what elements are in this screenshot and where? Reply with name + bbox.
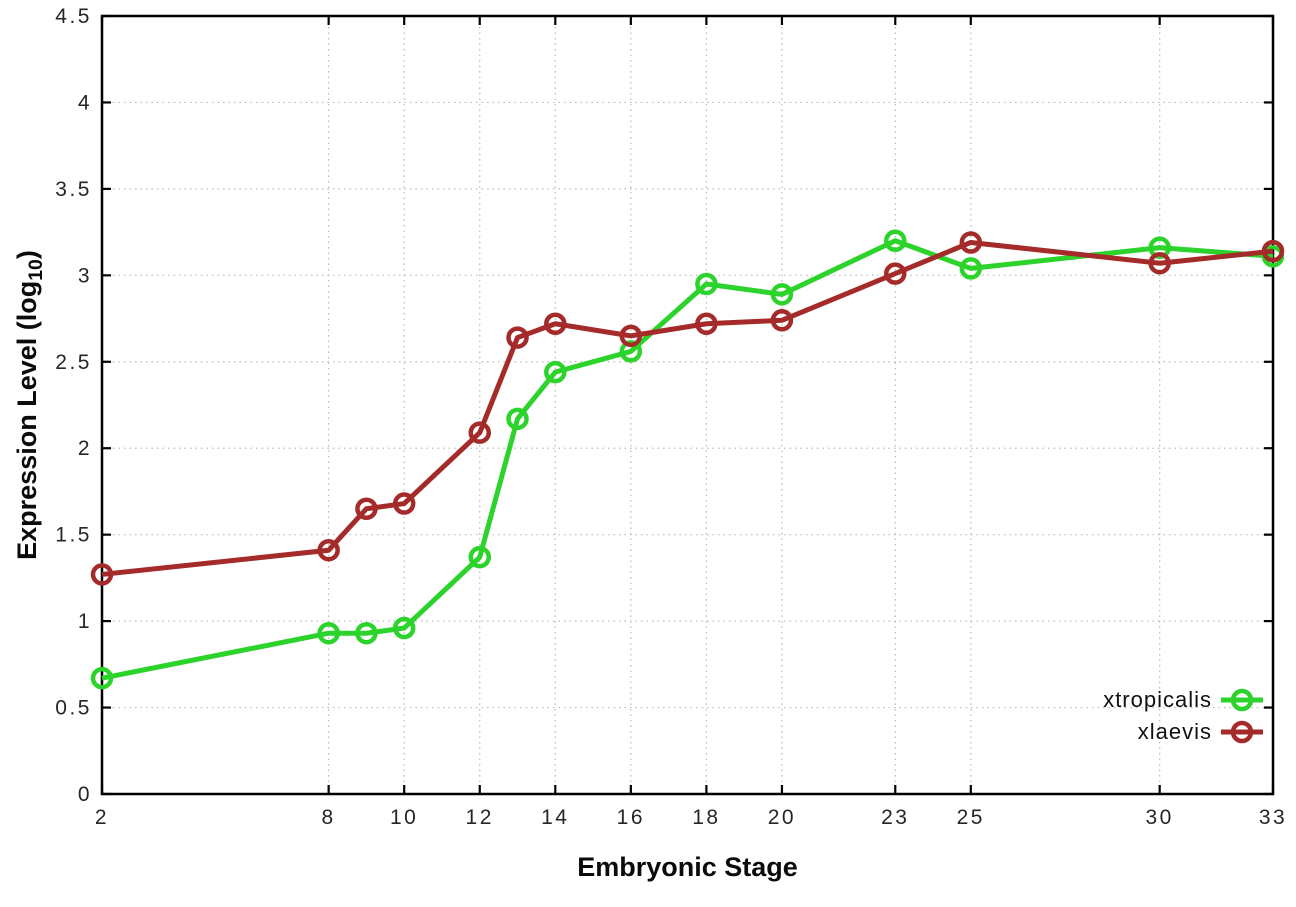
legend: xtropicalis xlaevis [1103,687,1263,744]
data-point-xtropicalis-stage-14 [544,360,567,384]
y-tick-label: 4.5 [55,5,92,28]
x-tick-label: 30 [1145,806,1173,829]
x-tick-label: 23 [881,806,909,829]
data-point-xtropicalis-stage-12 [468,545,491,569]
data-point-xtropicalis-stage-13 [506,407,529,431]
data-point-xlaevis-stage-12 [468,421,491,444]
plot-border [100,14,1275,796]
data-point-xlaevis-stage-9 [355,497,378,520]
legend-label-xtropicalis: xtropicalis [1103,687,1212,712]
legend-marker-circle-xtropicalis-icon [1230,688,1254,712]
y-axis-title-close: ) [11,250,42,260]
data-point-xlaevis-stage-2 [90,563,114,586]
x-axis-title: Embryonic Stage [577,852,798,882]
data-point-xlaevis-stage-13 [506,326,529,349]
data-point-xtropicalis-stage-25 [959,257,983,280]
series-line-xlaevis [101,239,1274,577]
x-tick-label: 20 [768,806,796,829]
data-point-xlaevis-stage-14 [544,312,567,335]
plot-area: 2 8 10 12 14 16 18 20 23 25 30 33 0 0.5 1 1.5 2 2.5 3 3.5 4 4… [55,5,1287,829]
data-point-xtropicalis-stage-20 [770,283,794,306]
x-tick-label: 33 [1259,806,1287,829]
data-point-xlaevis-stage-10 [392,492,416,515]
x-tick-label: 2 [95,806,109,829]
x-tick-label: 14 [541,806,569,829]
data-point-xlaevis-stage-23 [884,262,907,285]
y-axis-title: Expression Level (log10) [12,250,48,560]
data-point-xlaevis-stage-16 [619,324,643,348]
y-axis-title-text: Expression Level (log [11,280,42,560]
x-tick-label: 16 [617,806,645,829]
data-point-xtropicalis-stage-9 [355,621,378,645]
data-point-xtropicalis-stage-18 [695,272,718,296]
data-point-xtropicalis-stage-2 [90,666,114,690]
y-tick-label: 0.5 [55,697,92,720]
x-tick-label: 12 [466,806,494,829]
y-tick-label: 2 [78,437,92,460]
data-point-xlaevis-stage-18 [695,312,718,335]
legend-marker-circle-xlaevis-icon [1230,720,1254,744]
data-point-xlaevis-stage-25 [959,231,983,254]
y-tick-label: 3 [78,264,92,287]
data-point-xtropicalis-stage-8 [317,621,340,645]
x-tick-label: 8 [322,806,336,829]
data-point-xlaevis-stage-30 [1148,251,1171,275]
data-point-xtropicalis-stage-16 [619,340,643,363]
y-tick-label: 2.5 [55,351,92,374]
data-point-xtropicalis-stage-10 [392,616,416,640]
data-point-xtropicalis-stage-23 [884,229,907,253]
y-tick-label: 1 [78,610,92,633]
series-line-xtropicalis [101,238,1274,681]
data-point-xlaevis-stage-20 [770,309,794,332]
data-point-xlaevis-stage-33 [1261,239,1285,263]
data-point-xtropicalis-stage-30 [1148,236,1171,259]
legend-label-xlaevis: xlaevis [1138,719,1212,744]
data-point-xlaevis-stage-8 [317,538,340,562]
x-tick-label: 18 [692,806,720,829]
y-tick-label: 1.5 [55,524,92,547]
y-tick-label: 4 [78,91,92,114]
y-axis-title-subscript: 10 [25,259,48,281]
x-tick-label: 10 [390,806,418,829]
y-tick-label: 0 [78,783,92,806]
x-tick-label: 25 [957,806,985,829]
y-tick-label: 3.5 [55,178,92,201]
